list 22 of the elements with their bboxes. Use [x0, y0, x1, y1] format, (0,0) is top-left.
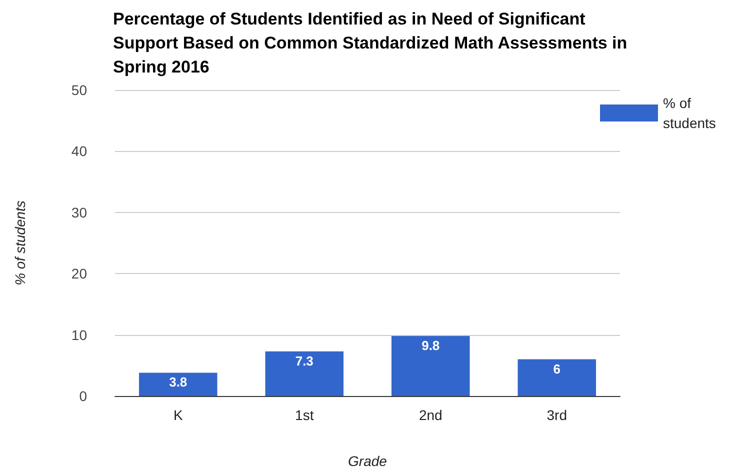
x-tick-label: 2nd: [418, 407, 442, 423]
data-label: 7.3: [295, 353, 314, 368]
y-axis-title: % of students: [12, 200, 28, 286]
y-tick-label: 40: [71, 143, 88, 160]
x-tick-label: 1st: [295, 407, 314, 423]
bar: [138, 372, 218, 396]
y-tick-label: 0: [79, 388, 88, 404]
bar: [518, 359, 596, 396]
y-tick-label: 30: [71, 204, 88, 220]
data-label: 9.8: [422, 338, 440, 354]
bar: [391, 336, 470, 396]
y-tick-label: 10: [71, 326, 88, 343]
y-tick-label: 20: [71, 266, 88, 282]
legend-label: % of students: [663, 95, 716, 131]
data-label: 6: [553, 361, 560, 376]
x-tick-label: K: [173, 407, 184, 423]
y-tick-label: 50: [71, 82, 88, 98]
bar: [265, 351, 344, 396]
x-axis-title: Grade: [348, 453, 388, 469]
data-label: 3.8: [169, 374, 188, 390]
chart-title: Percentage of Students Identified as in Need of Significant Support Based on Common Standardized Math Assessments in Spring 2016: [113, 10, 632, 76]
x-tick-label: 3rd: [546, 407, 567, 423]
